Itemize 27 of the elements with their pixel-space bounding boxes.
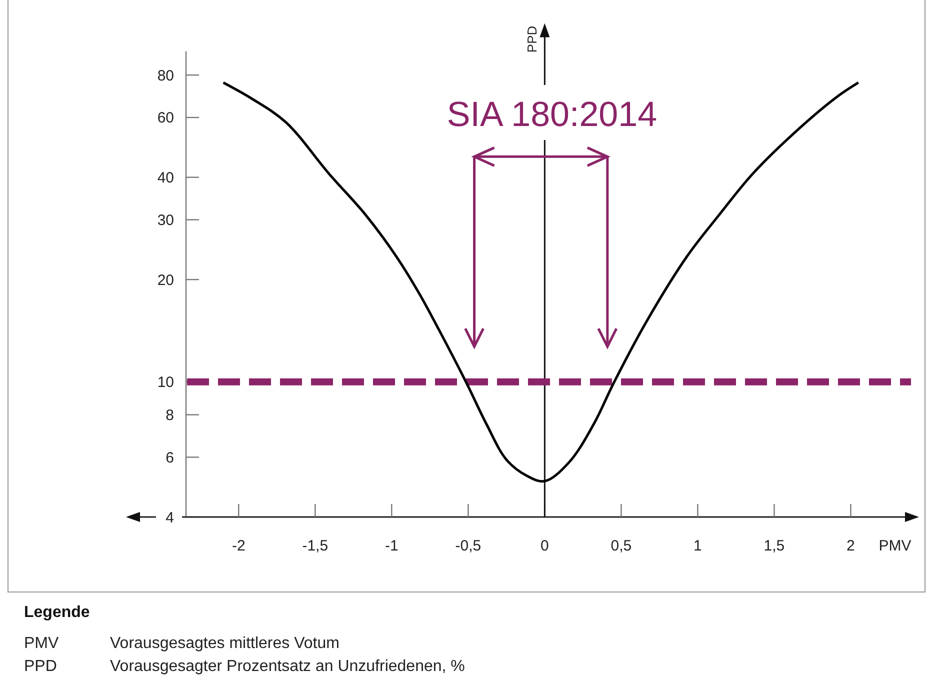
- x-tick-label: -2: [232, 537, 246, 554]
- text: Vorausgesagtes mittleres Votum: [110, 635, 340, 652]
- annotation: SIA 180:2014: [446, 95, 658, 134]
- x-tick-label: 1,5: [764, 537, 785, 554]
- y-tick-label: 20: [157, 272, 174, 289]
- x-tick-label: -0,5: [455, 537, 482, 554]
- x-tick-label: -1,5: [302, 537, 328, 554]
- y-axis-title: PPD: [524, 26, 540, 53]
- text: Legende: [24, 604, 90, 621]
- y-tick-label: 6: [166, 449, 174, 466]
- x-tick-label: 0,5: [610, 537, 632, 554]
- y-tick-label: 40: [157, 170, 174, 187]
- x-axis-title: PMV: [878, 537, 912, 554]
- y-tick-label: 80: [157, 67, 174, 84]
- x-tick-label: 1: [694, 537, 702, 554]
- text: PMV: [24, 635, 59, 652]
- x-tick-label: -1: [384, 537, 398, 554]
- x-tick-label: 2: [846, 537, 855, 554]
- y-tick-label: 10: [157, 374, 174, 392]
- y-tick-label: 30: [157, 212, 174, 229]
- text: PPD: [24, 658, 57, 675]
- line-series: [222, 81, 860, 482]
- text: Vorausgesagter Prozentsatz an Unzufriedenen, %: [110, 658, 465, 675]
- y-tick-label: 8: [166, 406, 174, 424]
- x-tick-label: 0: [540, 537, 549, 554]
- y-tick-label: 4: [166, 509, 174, 526]
- y-tick-label: 60: [157, 110, 174, 127]
